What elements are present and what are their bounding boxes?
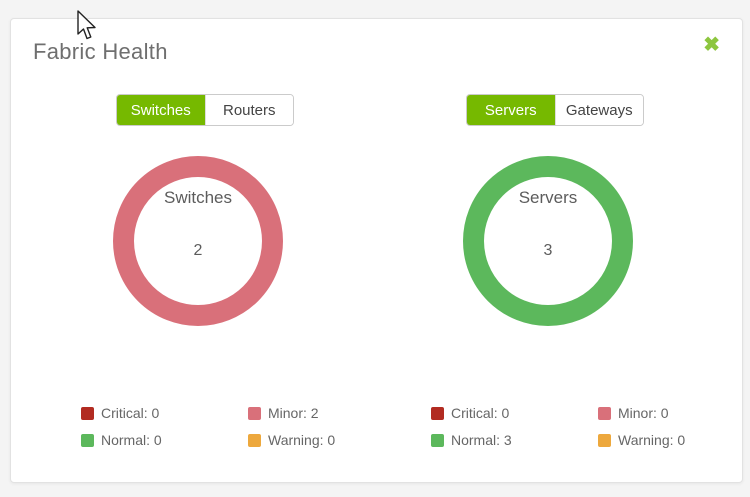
toggle-switches-routers: Switches Routers [116,94,294,126]
donut-total-value: 2 [193,242,203,259]
legend-item-minor: Minor: 0 [598,405,669,421]
legend-label: Normal: 0 [101,432,162,448]
legend-item-normal: Normal: 0 [81,432,162,448]
dialog-title: Fabric Health [33,39,168,64]
legend-item-minor: Minor: 2 [248,405,319,421]
legend-item-normal: Normal: 3 [431,432,512,448]
legend-swatch-normal [81,433,94,447]
legend-label: Warning: 0 [268,432,336,448]
legend-swatch-minor [248,406,261,420]
legend-label: Minor: 0 [618,405,669,421]
legend-item-critical: Critical: 0 [431,405,509,421]
legend-item-warning: Warning: 0 [248,432,335,448]
legend-label: Critical: 0 [101,405,160,421]
legend-item-warning: Warning: 0 [598,432,685,448]
legend-swatch-minor [598,406,611,420]
close-button[interactable]: ✖ [703,35,720,55]
legend-label: Minor: 2 [268,405,319,421]
legend-swatch-critical [81,406,94,420]
legend-swatch-warning [598,433,611,447]
legend-label: Critical: 0 [451,405,510,421]
panel-switches: Switches Routers Switches 2 Critical: 0 … [26,19,376,482]
donut-chart-switches: Switches 2 [113,156,283,326]
panel-servers: Servers Gateways Servers 3 Critical: 0 M… [376,19,726,482]
donut-total-value: 3 [543,242,553,259]
toggle-option-gateways[interactable]: Gateways [554,95,643,125]
toggle-option-servers[interactable]: Servers [467,95,555,125]
legend-label: Warning: 0 [618,432,686,448]
close-icon: ✖ [703,34,720,56]
legend-label: Normal: 3 [451,432,512,448]
donut-chart-servers: Servers 3 [463,156,633,326]
legend-swatch-normal [431,433,444,447]
legend-item-critical: Critical: 0 [81,405,159,421]
legend-swatch-warning [248,433,261,447]
toggle-option-routers[interactable]: Routers [204,95,293,125]
donut-title: Servers [518,188,578,207]
toggle-servers-gateways: Servers Gateways [466,94,644,126]
fabric-health-card: Fabric Health ✖ Switches Routers Switche… [10,18,743,483]
donut-title: Switches [163,188,233,207]
toggle-option-switches[interactable]: Switches [117,95,205,125]
legend-swatch-critical [431,406,444,420]
